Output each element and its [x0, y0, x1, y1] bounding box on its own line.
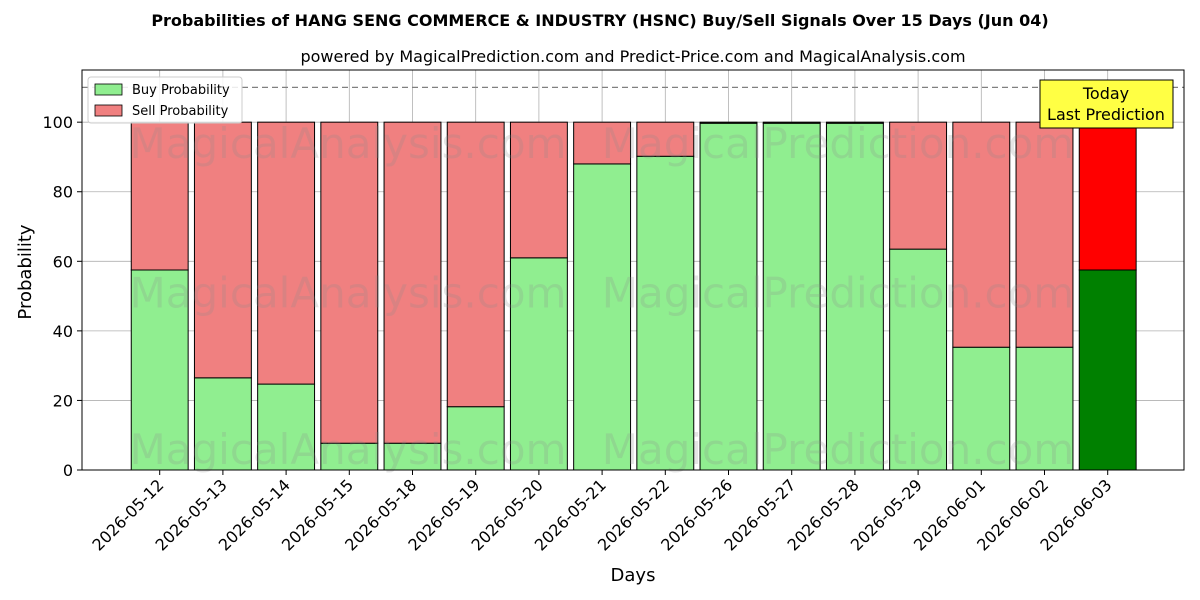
watermark-text: MagicalPrediction.com: [602, 119, 1075, 168]
buy-bar: [699, 122, 758, 471]
x-axis: 2026-05-122026-05-132026-05-142026-05-15…: [88, 470, 1116, 555]
legend-buy-label: Buy Probability: [132, 83, 230, 98]
today-annotation-line2: Last Prediction: [1047, 105, 1165, 124]
y-tick-label: 20: [53, 391, 73, 410]
watermark-text: MagicalPrediction.com: [602, 425, 1075, 474]
today-annotation: Today Last Prediction: [1039, 79, 1174, 129]
buy-bar: [193, 377, 252, 471]
buy-bar: [573, 163, 632, 471]
buy-bar: [952, 346, 1011, 471]
buy-bar: [825, 122, 884, 471]
sell-bar: [130, 121, 189, 271]
buy-bar: [636, 155, 695, 471]
legend-sell-swatch: [94, 104, 123, 117]
y-axis: 0 20 40 60 80 100: [42, 113, 82, 480]
watermark-text: MagicalAnalysis.com: [130, 269, 567, 318]
buy-bar: [446, 406, 505, 471]
buy-bar: [1078, 269, 1137, 471]
sell-bar: [762, 121, 821, 124]
y-tick-label: 0: [63, 461, 73, 480]
sell-bar: [320, 121, 379, 444]
sell-bar: [636, 121, 695, 157]
plot-frame: [81, 69, 1185, 471]
buy-bar: [383, 442, 442, 471]
today-annotation-line1: Today: [1082, 84, 1129, 103]
chart-title: Probabilities of HANG SENG COMMERCE & IN…: [151, 11, 1048, 30]
sell-bar: [383, 121, 442, 444]
buy-bar: [762, 122, 821, 471]
watermark-text: MagicalAnalysis.com: [130, 425, 567, 474]
buy-bar: [1015, 346, 1074, 471]
today-annotation-box: [1039, 79, 1174, 129]
watermark-text: MagicalAnalysis.com: [130, 119, 567, 168]
bars-layer: [130, 121, 1137, 471]
sell-bar: [1078, 121, 1137, 271]
legend-sell-label: Sell Probability: [132, 104, 229, 119]
legend-box: [87, 76, 243, 124]
sell-bar: [257, 121, 316, 385]
sell-bar: [825, 121, 884, 124]
legend-buy-swatch: [94, 83, 123, 96]
buy-bar: [509, 257, 568, 471]
y-tick-label: 60: [53, 252, 73, 271]
watermark-layer: MagicalAnalysis.com MagicalPrediction.com…: [130, 119, 1075, 474]
y-tick-label: 80: [53, 183, 73, 202]
x-axis-label: Days: [611, 565, 656, 586]
sell-bar: [952, 121, 1011, 348]
sell-bar: [509, 121, 568, 259]
buy-bar: [889, 248, 948, 471]
buy-bar: [257, 383, 316, 471]
sell-bar: [889, 121, 948, 250]
sell-bar: [699, 121, 758, 124]
chart-subtitle: powered by MagicalPrediction.com and Pre…: [300, 47, 965, 66]
y-tick-label: 40: [53, 322, 73, 341]
y-axis-label: Probability: [15, 224, 36, 319]
sell-bar: [573, 121, 632, 165]
watermark-text: MagicalPrediction.com: [602, 269, 1075, 318]
legend: Buy Probability Sell Probability: [87, 76, 243, 124]
sell-bar: [446, 121, 505, 408]
y-tick-label: 100: [42, 113, 73, 132]
